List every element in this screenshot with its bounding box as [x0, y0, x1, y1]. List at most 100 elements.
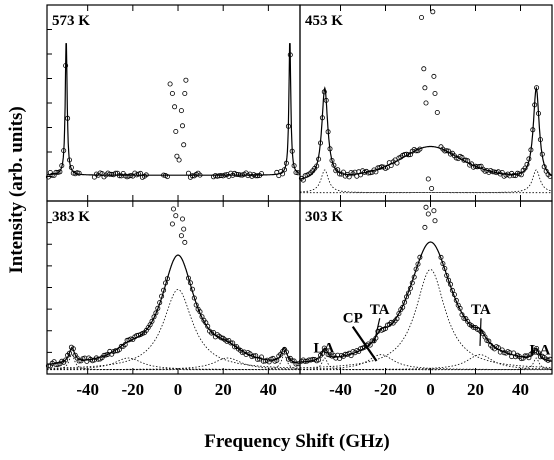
data-point: [251, 353, 257, 359]
data-point: [465, 158, 471, 164]
data-point: [155, 305, 161, 311]
component-fit-dotted-2: [47, 357, 301, 370]
data-point: [59, 163, 65, 169]
data-point: [57, 169, 63, 175]
central-data-point: [431, 73, 437, 79]
annotation-label: LA: [314, 341, 335, 357]
x-tick-label: 20: [467, 380, 484, 399]
total-fit-curve: [47, 254, 300, 365]
data-point: [337, 171, 343, 177]
data-point: [486, 338, 492, 344]
panel-frame: [46, 200, 301, 375]
central-data-point: [176, 157, 182, 163]
data-point: [293, 361, 299, 367]
central-data-point: [434, 110, 440, 116]
x-tick-label: 0: [174, 380, 183, 399]
central-data-point: [182, 239, 188, 245]
data-point: [407, 285, 413, 291]
data-point: [137, 170, 143, 176]
data-point: [440, 261, 446, 267]
central-data-point: [178, 108, 184, 114]
data-point: [367, 342, 373, 348]
data-point: [63, 357, 69, 363]
data-point: [185, 275, 191, 281]
panel-453-k: 453 K: [298, 4, 553, 202]
central-data-point: [425, 176, 431, 182]
central-data-point: [432, 91, 438, 97]
data-point: [287, 52, 293, 58]
data-point: [122, 341, 128, 347]
x-axis-label: Frequency Shift (GHz): [204, 431, 389, 452]
central-data-point: [170, 206, 176, 212]
central-data-point: [425, 211, 431, 217]
data-point: [185, 170, 191, 176]
data-point: [400, 304, 406, 310]
data-point: [532, 102, 538, 108]
data-point: [191, 295, 197, 301]
annotation-arrow: [373, 318, 381, 343]
data-point: [149, 318, 155, 324]
data-point: [438, 254, 444, 260]
x-tick-label: 0: [426, 380, 435, 399]
data-point: [451, 292, 457, 298]
component-fit-dotted-2: [300, 354, 552, 370]
central-data-point: [179, 216, 185, 222]
data-point: [511, 350, 517, 356]
data-point: [187, 280, 193, 286]
data-point: [319, 350, 325, 356]
central-data-point: [178, 233, 184, 239]
data-point: [457, 305, 463, 311]
data-point: [164, 174, 170, 180]
central-data-point: [174, 153, 180, 159]
data-point: [335, 167, 341, 173]
data-point: [403, 294, 409, 300]
data-point: [394, 160, 400, 166]
x-tick-label: -20: [122, 380, 145, 399]
data-point: [405, 290, 411, 296]
data-point: [189, 286, 195, 292]
data-point: [67, 157, 73, 163]
data-point: [76, 358, 82, 364]
central-data-point: [421, 66, 427, 72]
central-data-point: [183, 77, 189, 83]
data-point: [539, 151, 545, 157]
data-point: [446, 277, 452, 283]
data-point: [388, 162, 394, 168]
data-point: [526, 156, 532, 162]
data-point: [291, 163, 297, 169]
data-point: [411, 274, 417, 280]
data-point: [162, 280, 168, 286]
data-point: [327, 146, 333, 152]
component-fit-dotted-0: [47, 289, 300, 369]
data-point: [518, 172, 524, 178]
data-point: [396, 311, 402, 317]
data-point: [151, 314, 157, 320]
central-data-point: [423, 100, 429, 106]
data-point: [255, 173, 261, 179]
central-data-point: [181, 142, 187, 148]
data-point: [444, 148, 450, 154]
data-point: [476, 163, 482, 169]
data-point: [511, 172, 517, 178]
central-data-point: [429, 185, 435, 191]
data-point: [283, 349, 289, 355]
data-point: [394, 316, 400, 322]
data-point: [325, 129, 331, 135]
data-point: [113, 170, 119, 176]
data-point: [449, 287, 455, 293]
data-point: [409, 280, 415, 286]
central-data-point: [169, 91, 175, 97]
central-data-point: [179, 123, 185, 129]
total-fit-curve: [300, 241, 552, 363]
central-data-point: [182, 91, 188, 97]
central-data-point: [173, 213, 179, 219]
data-point: [76, 170, 82, 176]
data-point: [413, 266, 419, 272]
annotation-label: TA: [370, 302, 390, 318]
data-point: [316, 357, 322, 363]
data-point: [321, 89, 327, 95]
data-point: [331, 162, 337, 168]
data-point: [300, 177, 306, 183]
